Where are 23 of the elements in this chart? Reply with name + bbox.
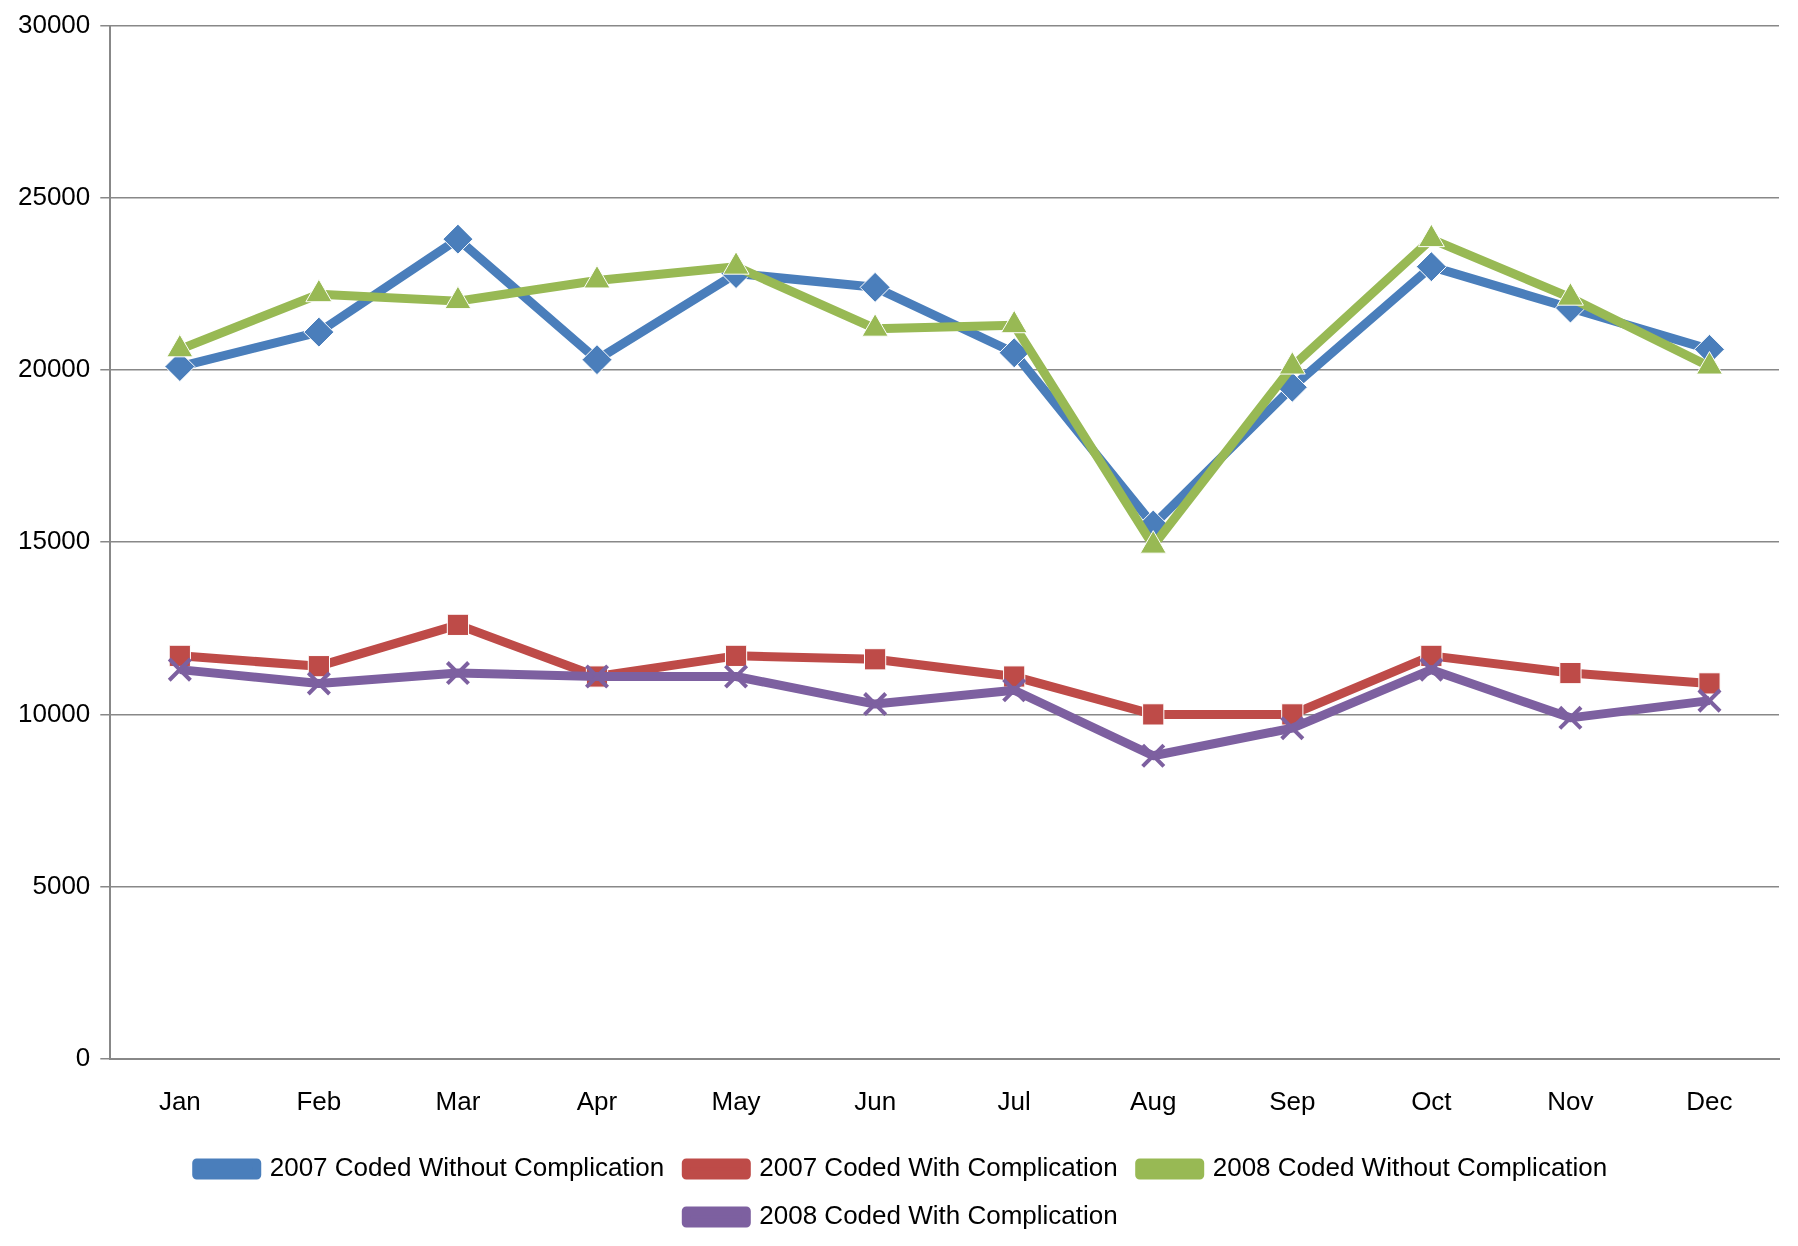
x-tick-label: Aug xyxy=(1130,1085,1177,1116)
x-tick-label: Oct xyxy=(1411,1085,1453,1116)
x-tick-label: Mar xyxy=(435,1085,481,1116)
x-tick-label: Jul xyxy=(997,1085,1031,1116)
y-tick-label: 25000 xyxy=(17,180,91,211)
x-tick-label: Nov xyxy=(1547,1085,1594,1116)
x-tick-label: Sep xyxy=(1269,1085,1316,1116)
legend-label: 2007 Coded With Complication xyxy=(759,1152,1118,1183)
legend-label: 2007 Coded Without Complication xyxy=(269,1152,665,1183)
y-tick-label: 5000 xyxy=(32,869,91,900)
legend-label: 2008 Coded Without Complication xyxy=(1212,1152,1608,1183)
y-tick-label: 20000 xyxy=(17,353,91,384)
y-tick-label: 0 xyxy=(75,1041,91,1072)
y-tick-label: 15000 xyxy=(17,525,91,556)
x-tick-label: May xyxy=(711,1085,761,1116)
x-tick-label: Jan xyxy=(158,1085,201,1116)
y-tick-label: 10000 xyxy=(17,697,91,728)
x-tick-label: Jun xyxy=(854,1085,897,1116)
legend-label: 2008 Coded With Complication xyxy=(759,1200,1118,1231)
y-tick-label: 30000 xyxy=(17,8,91,39)
x-tick-label: Dec xyxy=(1686,1085,1733,1116)
x-tick-label: Apr xyxy=(576,1085,618,1116)
x-tick-label: Feb xyxy=(296,1085,342,1116)
